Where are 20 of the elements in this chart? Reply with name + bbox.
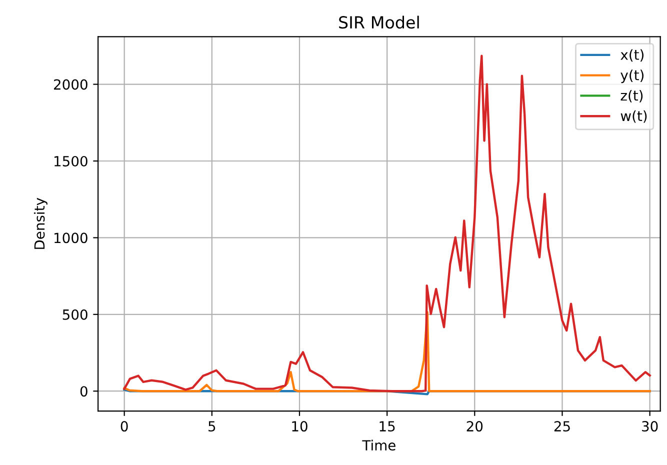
legend-label: w(t) — [620, 110, 647, 123]
y-tick-label: 2000 — [54, 79, 88, 90]
y-tick-label: 1000 — [54, 232, 88, 244]
y-tick-label: 0 — [80, 386, 88, 397]
line-series — [123, 311, 651, 392]
x-tick-label: 0 — [120, 421, 128, 432]
y-axis-title: Density — [34, 198, 48, 249]
chart-title: SIR Model — [339, 16, 419, 29]
y-tick-label: 500 — [62, 309, 88, 320]
x-tick-label: 5 — [208, 421, 216, 432]
legend-label: z(t) — [620, 90, 643, 102]
x-tick-label: 15 — [380, 421, 395, 432]
x-tick-label: 30 — [642, 421, 658, 432]
x-tick-label: 10 — [292, 421, 308, 432]
legend-label: x(t) — [620, 49, 644, 62]
legend-label: y(t) — [620, 70, 644, 84]
y-tick-label: 1500 — [54, 156, 88, 166]
x-tick-label: 20 — [466, 421, 483, 432]
x-tick-label: 25 — [554, 421, 570, 432]
x-axis-title: Time — [362, 440, 396, 451]
